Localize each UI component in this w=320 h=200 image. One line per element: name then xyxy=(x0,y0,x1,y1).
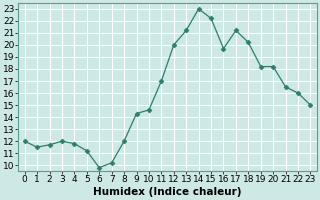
X-axis label: Humidex (Indice chaleur): Humidex (Indice chaleur) xyxy=(93,187,242,197)
